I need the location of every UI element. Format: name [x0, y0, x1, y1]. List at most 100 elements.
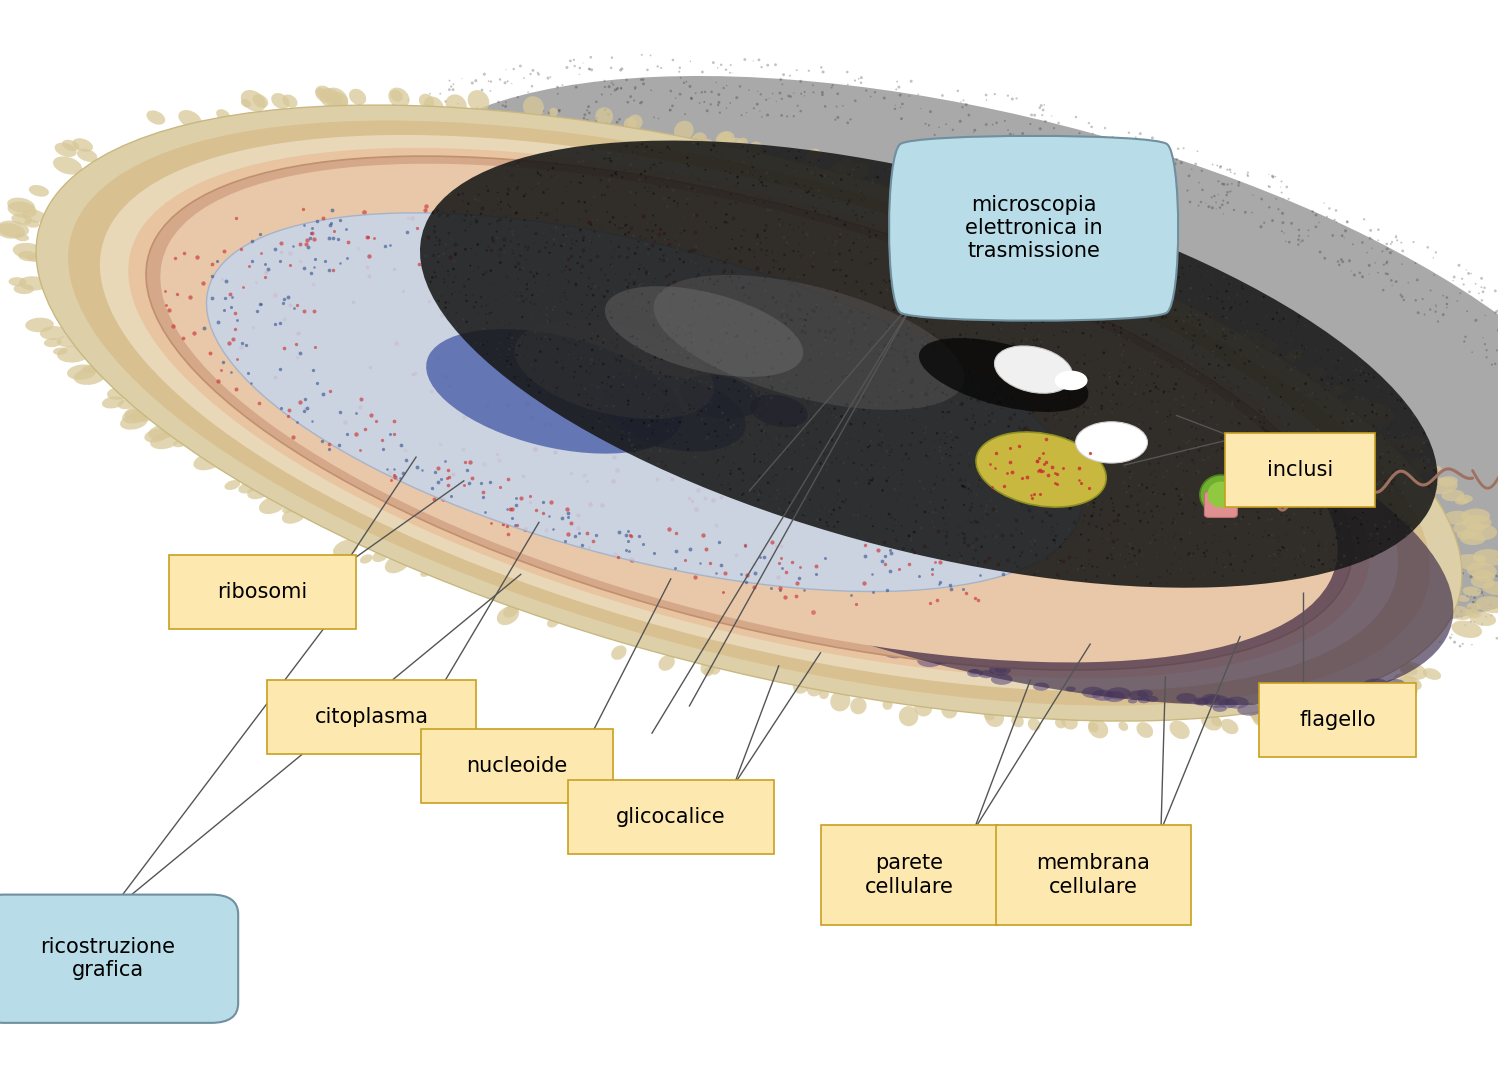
Point [1161, 475, 1185, 492]
Point [1058, 382, 1082, 399]
Point [957, 275, 981, 292]
Point [575, 472, 599, 489]
Point [575, 112, 599, 129]
Point [421, 268, 445, 286]
Point [734, 164, 758, 182]
Point [385, 123, 409, 140]
Point [774, 427, 798, 445]
Point [990, 400, 1014, 417]
Point [1113, 376, 1137, 393]
Point [605, 79, 629, 97]
Point [1276, 583, 1300, 600]
Point [927, 241, 951, 259]
Point [1204, 491, 1228, 509]
Point [730, 565, 753, 583]
Ellipse shape [565, 502, 583, 512]
Point [667, 323, 691, 340]
Point [1058, 391, 1082, 409]
Point [1344, 388, 1368, 405]
Point [756, 368, 780, 386]
Point [664, 227, 688, 245]
Point [586, 378, 610, 396]
Point [599, 371, 623, 388]
Point [1106, 259, 1129, 276]
Point [1303, 341, 1327, 359]
Ellipse shape [385, 554, 409, 573]
Point [1085, 301, 1109, 318]
Point [1450, 270, 1474, 287]
Point [833, 166, 857, 184]
Point [623, 245, 647, 262]
Point [354, 243, 377, 261]
Point [1077, 555, 1101, 573]
Point [1335, 544, 1359, 561]
Point [1011, 298, 1035, 315]
Point [285, 296, 309, 313]
Point [996, 137, 1020, 154]
Point [331, 146, 355, 163]
Point [629, 405, 653, 423]
Point [1270, 538, 1294, 555]
Point [1377, 425, 1401, 442]
Ellipse shape [1141, 277, 1159, 291]
Point [457, 195, 481, 212]
Point [872, 509, 896, 526]
Point [1164, 375, 1188, 392]
Point [1399, 570, 1423, 587]
Point [550, 263, 574, 280]
Point [1264, 435, 1288, 452]
Point [1010, 544, 1034, 561]
Point [875, 274, 899, 291]
Point [1171, 397, 1195, 414]
Point [1218, 498, 1242, 515]
Point [403, 339, 427, 357]
Point [716, 214, 740, 232]
Point [617, 430, 641, 448]
Point [706, 368, 730, 386]
Point [313, 252, 337, 270]
Point [1252, 375, 1276, 392]
Point [1240, 516, 1264, 534]
Point [686, 385, 710, 402]
Point [1188, 458, 1212, 475]
Point [1034, 411, 1058, 428]
Point [1441, 577, 1465, 595]
Point [733, 51, 756, 68]
Point [571, 232, 595, 249]
Point [1299, 386, 1323, 403]
Ellipse shape [1055, 371, 1088, 390]
Point [541, 167, 565, 185]
Point [397, 290, 421, 308]
Point [1198, 275, 1222, 292]
Point [927, 249, 951, 266]
Point [1455, 588, 1479, 605]
Point [950, 544, 974, 561]
Point [637, 204, 661, 222]
Point [945, 268, 969, 286]
Point [398, 147, 422, 164]
Point [794, 153, 818, 171]
Point [1381, 463, 1405, 480]
Point [882, 490, 906, 508]
Point [452, 222, 476, 239]
Point [1141, 173, 1165, 190]
Point [786, 243, 810, 261]
Point [996, 318, 1020, 336]
Point [478, 83, 502, 100]
Point [442, 75, 466, 92]
Point [1275, 491, 1299, 509]
Point [848, 183, 872, 200]
Point [718, 240, 742, 258]
Point [798, 153, 822, 171]
Point [1076, 399, 1100, 416]
Point [401, 297, 425, 314]
Point [930, 258, 954, 275]
Point [496, 180, 520, 198]
Point [971, 521, 995, 538]
Point [322, 223, 346, 240]
Point [935, 173, 959, 190]
Point [1088, 434, 1112, 451]
Point [500, 226, 524, 243]
Point [535, 307, 559, 324]
Point [986, 596, 1010, 613]
